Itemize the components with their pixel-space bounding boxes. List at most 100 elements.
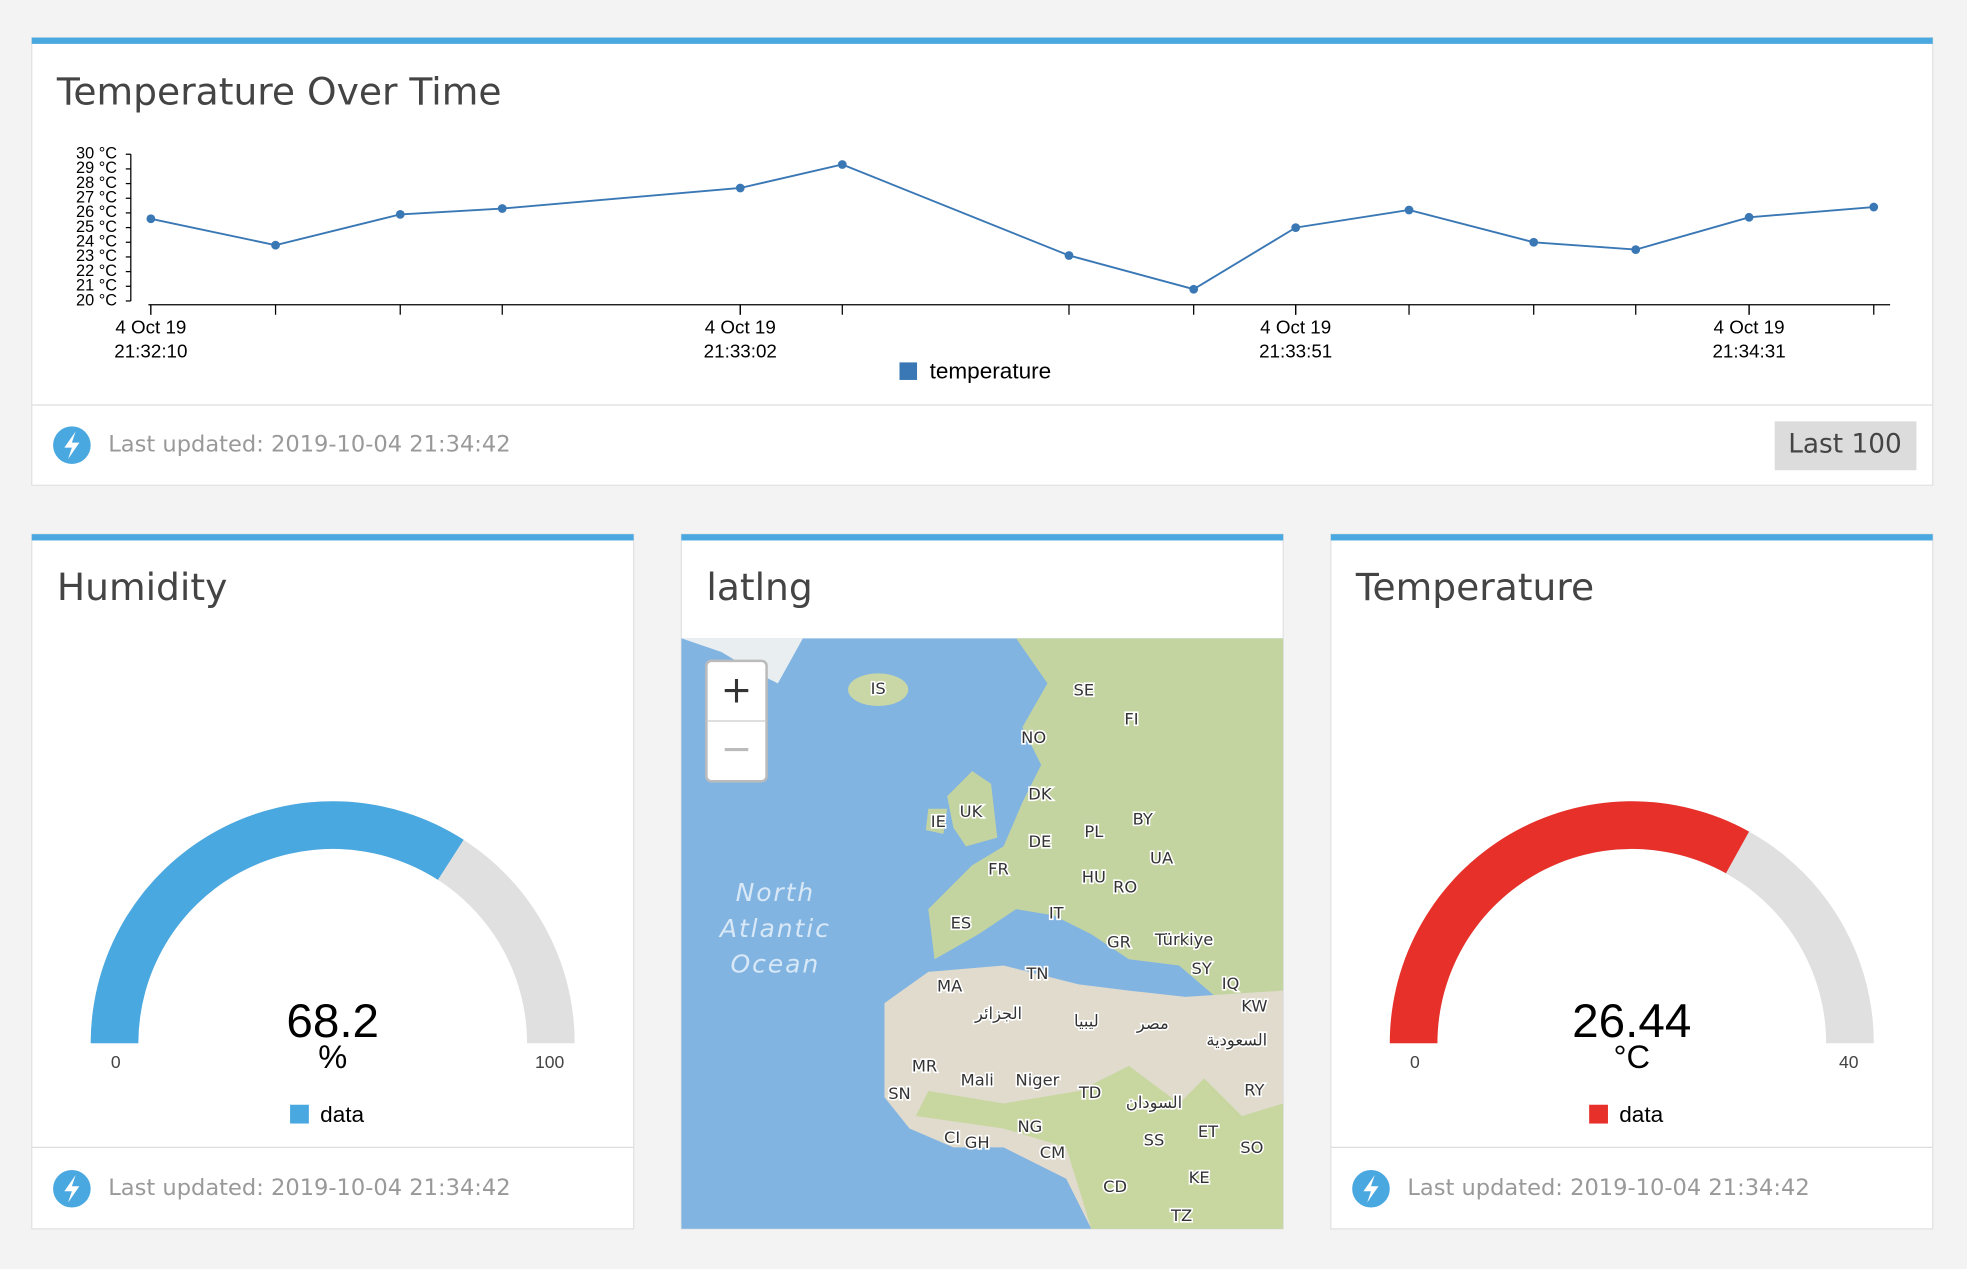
map-label: SO: [1240, 1138, 1263, 1157]
map-label: السودان: [1126, 1093, 1182, 1113]
zoom-in[interactable]: +: [721, 668, 753, 712]
map-label: HU: [1082, 867, 1106, 886]
point: [1404, 205, 1414, 215]
map-label: RY: [1244, 1080, 1264, 1099]
ocean-label: North: [736, 878, 816, 907]
x-tick-label: 21:32:10: [114, 340, 187, 361]
panel-title: latlng: [706, 565, 812, 609]
legend-label: temperature: [930, 358, 1052, 383]
map-label: SY: [1192, 959, 1212, 978]
y-tick-label: 23 °C: [76, 247, 117, 265]
map-label: GH: [965, 1133, 990, 1152]
map-label: السعودية: [1206, 1030, 1267, 1050]
map-label: FR: [988, 860, 1009, 879]
map-label: TN: [1025, 964, 1048, 983]
map-label: FI: [1124, 709, 1138, 728]
footer-icon: [53, 1169, 91, 1208]
map-label: KE: [1189, 1168, 1210, 1187]
point: [497, 204, 507, 213]
gauge-min: 0: [111, 1052, 121, 1072]
gauge-value-label: 26.44: [1572, 995, 1691, 1048]
map-label: UK: [960, 802, 984, 821]
map-label: MR: [912, 1057, 937, 1076]
map-label: DK: [1028, 785, 1053, 804]
map-label: TZ: [1170, 1206, 1192, 1225]
point: [1189, 284, 1199, 294]
map-label: IE: [931, 812, 946, 831]
gauge-unit: %: [318, 1038, 347, 1075]
map-label: ES: [951, 914, 972, 933]
point: [1631, 245, 1641, 254]
point: [146, 214, 156, 224]
map-label: IS: [871, 679, 886, 698]
x-tick-label: 4 Oct 19: [1260, 317, 1331, 338]
point: [1529, 237, 1539, 247]
panel-title: Humidity: [57, 565, 228, 609]
y-tick-label: 21 °C: [76, 277, 117, 295]
y-tick-label: 28 °C: [76, 174, 117, 192]
x-tick-label: 4 Oct 19: [1714, 317, 1785, 338]
last-updated: Last updated: 2019-10-04 21:34:42: [108, 432, 510, 458]
map-label: Niger: [1016, 1070, 1060, 1089]
map-label: CM: [1040, 1143, 1065, 1162]
map-label: TD: [1078, 1083, 1102, 1102]
y-tick-label: 26 °C: [76, 203, 117, 221]
map-label: RO: [1113, 877, 1137, 896]
zoom-out[interactable]: −: [721, 727, 753, 771]
map-label: NG: [1017, 1117, 1042, 1136]
map-label: CD: [1103, 1177, 1127, 1196]
line: [150, 163, 1874, 291]
point: [1744, 212, 1754, 222]
range-button-label[interactable]: Last 100: [1788, 430, 1901, 460]
gauge-max: 40: [1839, 1052, 1859, 1072]
point: [271, 240, 280, 250]
map-label: ليبيا: [1074, 1011, 1099, 1030]
x-tick-label: 21:34:31: [1712, 340, 1785, 361]
y-tick-label: 20 °C: [76, 291, 117, 309]
map-labels: IS SE FI NO DK UK IE BY PL DE UA FR HU RO IT ES GR Türkiy…: [718, 678, 1269, 1227]
x-tick-label: 21:33:51: [1259, 340, 1332, 361]
last-updated: Last updated: 2019-10-04 21:34:42: [1407, 1175, 1809, 1201]
ocean-label: Atlantic: [718, 914, 831, 943]
map-label: مصر: [1136, 1014, 1169, 1034]
x-tick-label: 4 Oct 19: [115, 317, 186, 338]
point: [1869, 202, 1879, 212]
map-label: SS: [1144, 1131, 1165, 1150]
y-tick-label: 29 °C: [76, 159, 117, 177]
point: [395, 209, 405, 219]
legend-swatch: [290, 1104, 309, 1124]
map-label: NO: [1021, 728, 1046, 747]
map-label: UA: [1150, 848, 1174, 867]
map-label: SE: [1073, 680, 1094, 699]
y-tick-label: 22 °C: [76, 262, 117, 280]
footer-icon: [53, 426, 91, 464]
map-label: SN: [888, 1084, 911, 1103]
map-label: الجزائر: [974, 1004, 1022, 1024]
x-tick-label: 4 Oct 19: [705, 317, 776, 338]
gauge-max: 100: [535, 1052, 565, 1072]
map-label: Türkiye: [1154, 930, 1213, 949]
ocean-label: Ocean: [731, 950, 821, 979]
y-tick-label: 30 °C: [76, 145, 117, 163]
gauge-unit: °C: [1614, 1038, 1651, 1075]
range-button[interactable]: [1774, 421, 1917, 471]
gauge-min: 0: [1410, 1052, 1420, 1072]
map-label: KW: [1241, 996, 1267, 1015]
legend-label: data: [1619, 1102, 1663, 1127]
legend-label: data: [320, 1102, 364, 1127]
map-label: GR: [1107, 932, 1131, 951]
footer-icon: [1352, 1169, 1390, 1208]
y-tick-label: 24 °C: [76, 233, 117, 251]
y-tick-label: 27 °C: [76, 189, 117, 207]
panel-title: Temperature Over Time: [56, 70, 502, 114]
gauge-value: [1389, 801, 1750, 1044]
point: [1291, 223, 1301, 232]
map-label: DE: [1028, 832, 1051, 851]
legend-swatch: [899, 362, 918, 380]
map-label: PL: [1084, 822, 1103, 841]
panel-title: Temperature: [1355, 565, 1594, 609]
map[interactable]: [681, 638, 1284, 1229]
last-updated: Last updated: 2019-10-04 21:34:42: [108, 1175, 510, 1201]
